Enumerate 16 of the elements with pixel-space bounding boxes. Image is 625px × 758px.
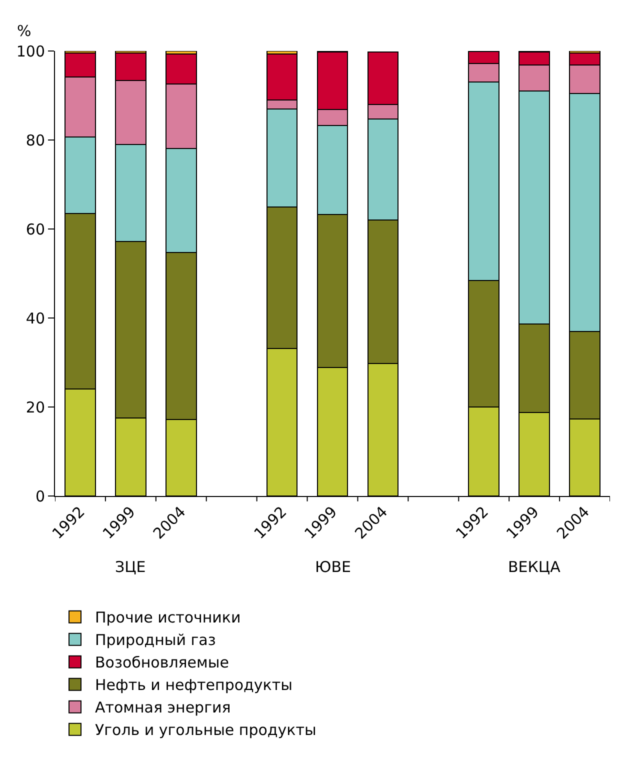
- legend-label: Нефть и нефтепродукты: [95, 676, 292, 694]
- y-tick-label: 60: [26, 220, 45, 238]
- legend-label: Возобновляемые: [95, 654, 229, 672]
- y-tick-label: 20: [26, 398, 45, 416]
- legend-label: Уголь и угольные продукты: [95, 721, 316, 740]
- text: ВЕКЦА: [508, 558, 562, 576]
- text: ЮВЕ: [315, 558, 351, 576]
- legend-label: Природный газ: [95, 631, 216, 650]
- y-tick-label: 100: [16, 42, 45, 60]
- legend-label: Атомная энергия: [95, 698, 231, 717]
- y-tick-label: 40: [26, 309, 45, 328]
- y-tick-label: 0: [35, 487, 45, 506]
- legend-label: Прочие источники: [95, 608, 241, 627]
- y-axis-title: %: [17, 22, 32, 40]
- y-tick-label: 80: [26, 131, 45, 150]
- text: ЗЦЕ: [115, 558, 146, 576]
